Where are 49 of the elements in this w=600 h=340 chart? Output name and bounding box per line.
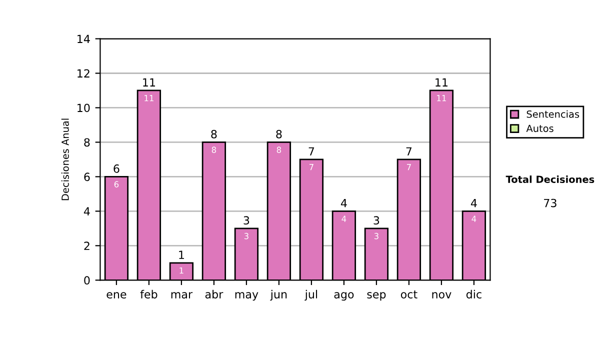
data-label: 6 bbox=[114, 181, 119, 188]
data-label: 8 bbox=[276, 146, 282, 153]
x-tick-label: sep bbox=[367, 292, 386, 301]
x-tick-label: dic bbox=[466, 290, 482, 298]
x-tick-label: ene bbox=[106, 292, 126, 298]
x-tick-label: jul bbox=[304, 290, 318, 301]
x-tick-label: feb bbox=[140, 290, 158, 298]
total-label: 8 bbox=[276, 130, 282, 138]
data-label: 3 bbox=[374, 232, 378, 240]
y-tick-label: 10 bbox=[78, 104, 90, 112]
text: 73 bbox=[544, 198, 556, 208]
total-label: 11 bbox=[436, 78, 448, 86]
data-label: 4 bbox=[472, 216, 476, 222]
y-tick-label: 0 bbox=[84, 276, 90, 285]
data-label: 8 bbox=[212, 146, 216, 153]
total-label: 3 bbox=[244, 216, 250, 225]
x-tick-label: ago bbox=[334, 292, 354, 301]
legend-label: Autos bbox=[526, 124, 554, 132]
y-tick-label: 12 bbox=[78, 69, 90, 78]
x-tick-label: abr bbox=[205, 290, 224, 298]
total-label: 4 bbox=[340, 199, 347, 208]
x-tick-label: jun bbox=[270, 290, 287, 301]
data-label: 11 bbox=[144, 95, 154, 102]
y-tick-label: 4 bbox=[84, 207, 90, 216]
y-axis-title: Decisiones Anual bbox=[61, 118, 69, 200]
text: Total Decisiones bbox=[506, 175, 594, 184]
legend-label: Sentencias bbox=[526, 110, 580, 118]
y-tick-label: 14 bbox=[78, 34, 90, 43]
y-tick-label: 2 bbox=[84, 242, 90, 250]
data-label: 11 bbox=[437, 95, 446, 102]
total-label: 1 bbox=[179, 250, 184, 259]
total-label: 8 bbox=[211, 130, 217, 138]
total-label: 7 bbox=[406, 147, 412, 156]
x-tick-label: nov bbox=[432, 292, 452, 298]
y-tick-label: 6 bbox=[84, 172, 90, 182]
data-label: 4 bbox=[342, 216, 346, 222]
total-label: 3 bbox=[374, 216, 380, 225]
total-label: 4 bbox=[470, 199, 477, 208]
total-label: 11 bbox=[143, 78, 155, 86]
x-tick-label: mar bbox=[171, 292, 193, 298]
y-tick-label: 8 bbox=[84, 138, 90, 147]
x-tick-label: oct bbox=[400, 290, 418, 298]
x-tick-label: may bbox=[235, 292, 258, 301]
total-label: 6 bbox=[114, 164, 120, 173]
data-label: 3 bbox=[244, 232, 248, 240]
data-label: 7 bbox=[406, 164, 411, 170]
data-label: 7 bbox=[309, 164, 314, 170]
total-label: 7 bbox=[308, 147, 314, 156]
data-label: 1 bbox=[180, 267, 184, 274]
